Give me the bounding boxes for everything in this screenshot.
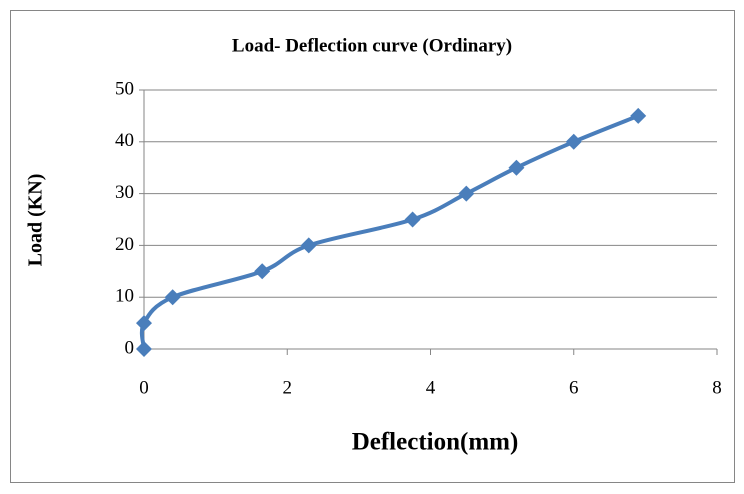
x-tick-label: 2 bbox=[283, 377, 293, 398]
data-point bbox=[508, 159, 525, 176]
data-point bbox=[254, 263, 271, 280]
data-point bbox=[136, 315, 152, 332]
y-tick-label: 0 bbox=[125, 337, 135, 358]
data-point bbox=[404, 211, 421, 228]
y-tick-label: 40 bbox=[115, 130, 134, 151]
y-tick-label: 20 bbox=[115, 234, 134, 255]
chart-title: Load- Deflection curve (Ordinary) bbox=[232, 35, 512, 56]
y-tick-label: 10 bbox=[115, 286, 134, 307]
chart-border bbox=[10, 10, 735, 483]
x-tick-label: 4 bbox=[426, 377, 436, 398]
data-point bbox=[458, 185, 475, 202]
x-tick-label: 8 bbox=[712, 377, 722, 398]
x-tick-label: 0 bbox=[139, 377, 149, 398]
y-axis-label: Load (KN) bbox=[25, 174, 47, 267]
x-axis-label: Deflection(mm) bbox=[352, 429, 519, 456]
data-point bbox=[164, 289, 181, 306]
data-line bbox=[139, 114, 639, 350]
data-point bbox=[300, 237, 317, 254]
y-tick-label: 30 bbox=[115, 182, 134, 203]
data-point bbox=[136, 341, 152, 357]
y-tick-label: 50 bbox=[115, 78, 134, 99]
data-point bbox=[565, 133, 582, 150]
x-tick-label: 6 bbox=[569, 377, 579, 398]
data-point bbox=[630, 107, 647, 124]
